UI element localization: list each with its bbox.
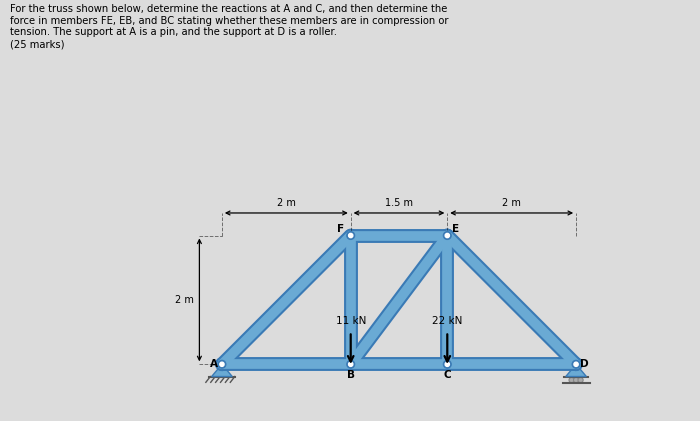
Polygon shape xyxy=(211,364,232,376)
Circle shape xyxy=(574,362,578,366)
Text: C: C xyxy=(444,370,451,380)
Circle shape xyxy=(218,360,226,368)
Circle shape xyxy=(349,233,353,237)
Circle shape xyxy=(346,232,355,240)
Text: 2 m: 2 m xyxy=(277,198,296,208)
Circle shape xyxy=(572,360,580,368)
Circle shape xyxy=(578,378,583,383)
Text: B: B xyxy=(346,370,355,380)
Text: 2 m: 2 m xyxy=(502,198,521,208)
Circle shape xyxy=(445,362,449,366)
Text: For the truss shown below, determine the reactions at A and C, and then determin: For the truss shown below, determine the… xyxy=(10,4,449,49)
Circle shape xyxy=(443,360,452,368)
Circle shape xyxy=(349,362,353,366)
Circle shape xyxy=(443,232,452,240)
Text: 1.5 m: 1.5 m xyxy=(385,198,413,208)
Text: A: A xyxy=(209,359,218,369)
Text: 22 kN: 22 kN xyxy=(432,316,463,326)
Text: D: D xyxy=(580,359,589,369)
Text: F: F xyxy=(337,224,344,234)
Circle shape xyxy=(346,360,355,368)
Circle shape xyxy=(569,378,574,383)
Circle shape xyxy=(220,362,224,366)
Text: 2 m: 2 m xyxy=(176,295,194,305)
Text: E: E xyxy=(452,224,459,234)
Polygon shape xyxy=(566,364,587,376)
Circle shape xyxy=(573,378,579,383)
Text: 11 kN: 11 kN xyxy=(335,316,366,326)
Circle shape xyxy=(445,233,449,237)
